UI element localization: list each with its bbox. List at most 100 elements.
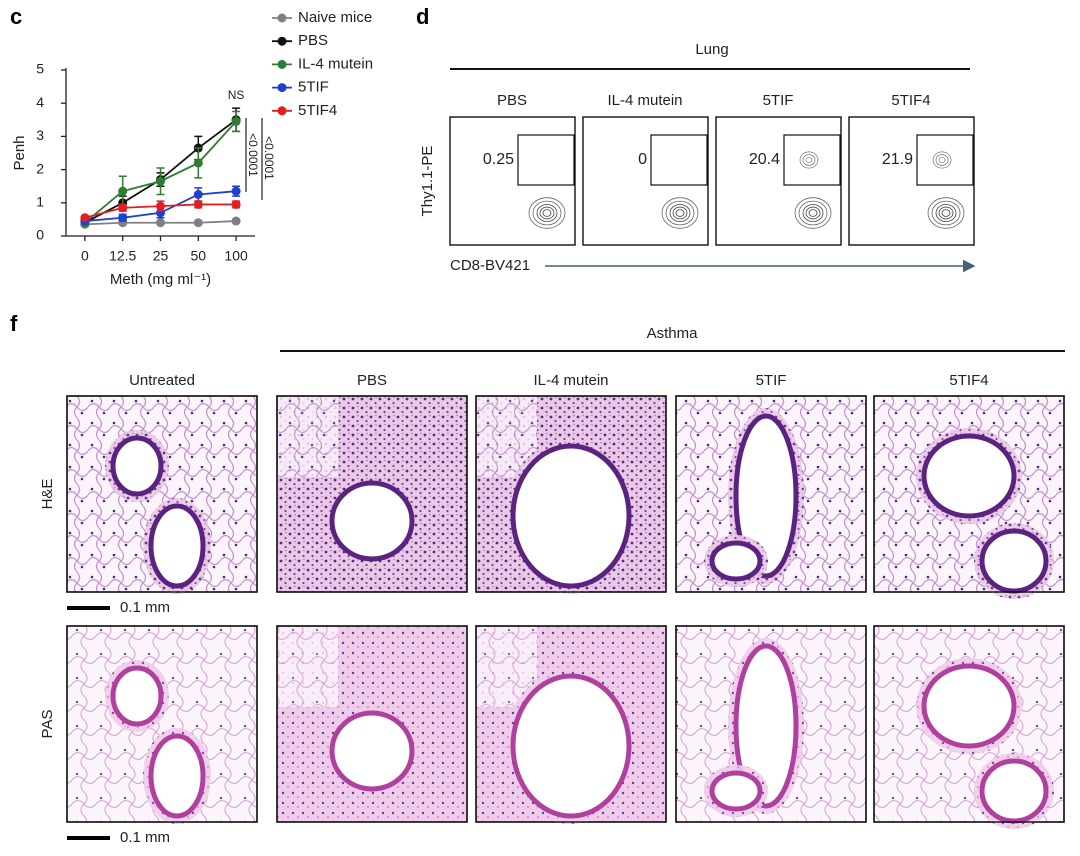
panel-letter: f [10,311,18,336]
gate-value: 0.25 [483,151,514,168]
row-label: PAS [39,710,56,739]
y-tick-label: 4 [36,94,44,110]
histology-image [475,625,667,824]
row-label: H&E [39,479,56,510]
y-axis-label: Thy1.1-PE [419,146,436,217]
annotation: <0.0001 [246,133,260,177]
column-label: PBS [357,372,387,389]
column-label: Untreated [129,372,195,389]
histology-image [66,395,258,594]
panel-letter: c [10,4,22,29]
contour [931,200,961,226]
airway-lumen [329,710,415,792]
contour [927,197,965,229]
frame [873,395,1065,593]
data-point [193,158,203,168]
data-point [118,203,128,213]
contour [669,204,691,222]
airway-lumen [148,503,206,589]
frame [475,395,667,593]
contour [805,206,821,220]
histology-image [66,625,258,824]
panel-title: Asthma [647,325,699,342]
gate [650,134,708,186]
column-label: PBS [497,92,527,109]
data-point [231,186,241,196]
data-point [156,218,165,228]
contour [539,206,555,220]
data-point [231,116,241,126]
airway-lumen [921,433,1017,519]
data-point [80,213,90,223]
legend-marker [277,13,287,23]
x-axis-label: Meth (mg ml⁻¹) [110,271,211,288]
contour [938,156,946,164]
frame [276,395,468,593]
data-point [231,199,241,209]
airway-lumen [921,663,1017,749]
contour [802,204,824,222]
gate [517,134,575,186]
gate-value: 21.9 [882,151,913,168]
data-point [231,216,241,226]
histology-image [276,625,468,823]
contour [798,200,828,226]
gate [916,134,974,186]
contour [799,151,819,169]
histology-image [873,625,1065,829]
y-axis-label: Penh [11,135,28,170]
airway-lumen [733,413,799,579]
gate-value: 0 [638,151,647,168]
scale-bar-label: 0.1 mm [120,829,170,846]
contour [802,154,816,166]
frame [873,625,1065,823]
airway-lumen [979,758,1049,824]
airway-lumen [733,643,799,809]
data-point [193,190,203,199]
airway-lumen [510,443,632,589]
contour [805,156,813,164]
histology-image [675,625,867,823]
contour [532,200,562,226]
x-tick-label: 25 [153,248,169,264]
airway-lumen [110,435,164,497]
contour [941,209,951,217]
frame [66,395,258,593]
gate [783,134,841,186]
frame [475,625,667,823]
contour [932,151,952,169]
x-axis-label: CD8-BV421 [450,257,530,274]
data-point [156,201,165,211]
frame [276,625,468,823]
y-tick-label: 2 [36,160,44,176]
tissue-edge [278,627,338,707]
series [80,199,241,223]
legend-label: Naive mice [298,9,372,26]
contour [935,204,957,222]
column-label: 5TIF [763,92,794,109]
y-tick-label: 3 [36,127,44,143]
airway-lumen [709,770,763,812]
airway-lumen [979,528,1049,594]
data-point [193,218,203,228]
contour [536,204,558,222]
airway-lumen [510,673,632,819]
contour [675,209,685,217]
contour [935,154,949,166]
contour [661,197,699,229]
contour [808,209,818,217]
legend-marker [277,106,287,116]
data-point [118,213,128,223]
column-label: IL-4 mutein [607,92,682,109]
legend-label: 5TIF4 [298,102,337,119]
y-tick-label: 0 [36,227,44,243]
column-label: 5TIF4 [949,372,988,389]
legend-marker [277,36,287,46]
panel-title: Lung [695,41,728,58]
histology-image [675,395,867,593]
airway-lumen [709,540,763,582]
contour [938,206,954,220]
frame [675,395,867,593]
legend-label: PBS [298,32,328,49]
